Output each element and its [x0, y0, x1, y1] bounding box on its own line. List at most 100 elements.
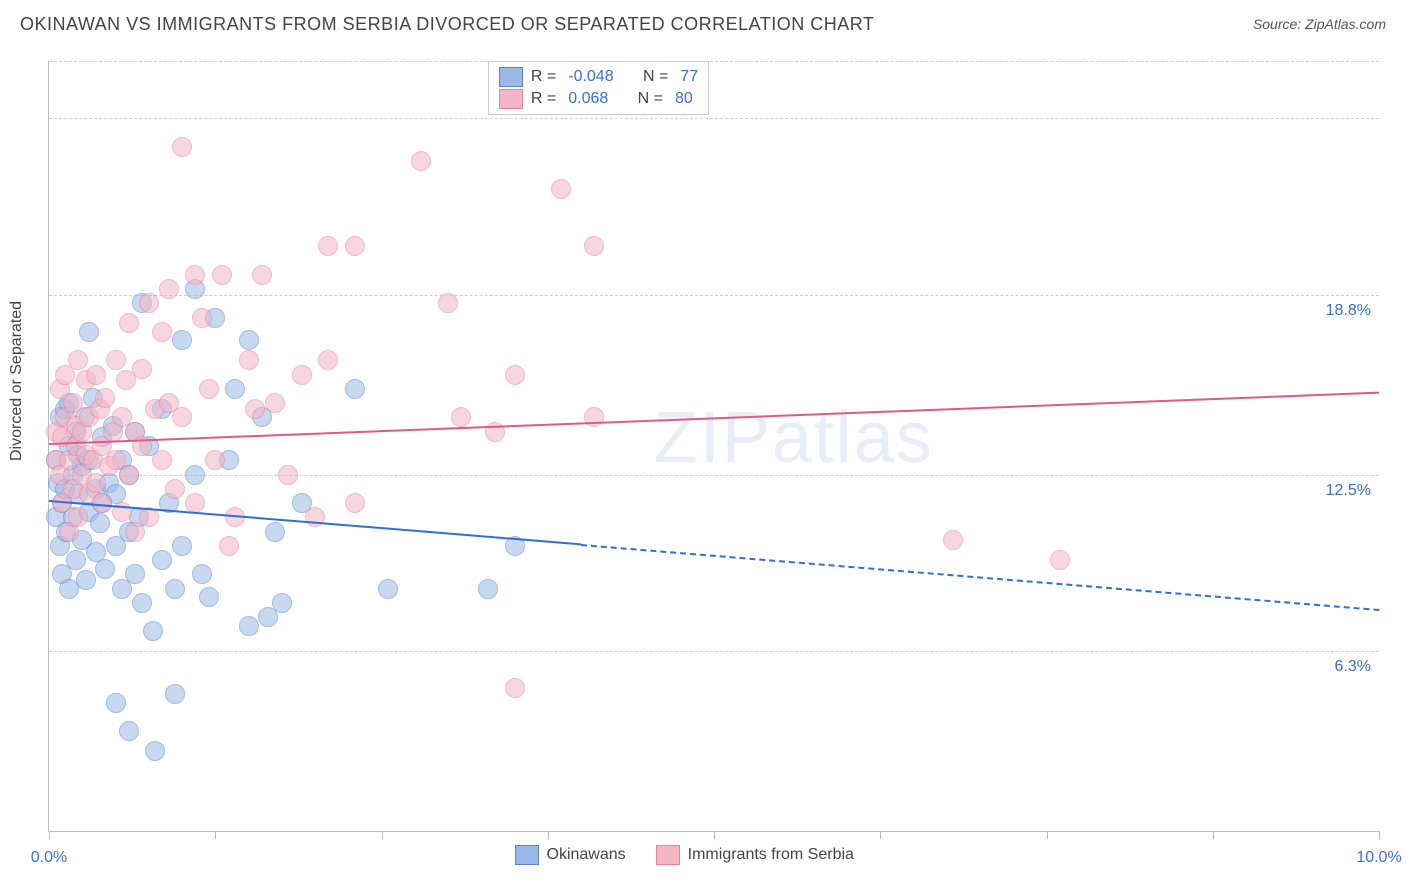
data-point	[239, 350, 259, 370]
data-point	[152, 550, 172, 570]
data-point	[139, 293, 159, 313]
data-point	[119, 313, 139, 333]
data-point	[245, 399, 265, 419]
x-tick	[1213, 831, 1214, 839]
legend-n-label: N =	[643, 68, 668, 86]
data-point	[132, 593, 152, 613]
legend-r-value: 0.068	[568, 90, 608, 108]
legend-r-label: R =	[531, 68, 556, 86]
y-tick-label: 6.3%	[1335, 658, 1371, 676]
data-point	[86, 365, 106, 385]
data-point	[219, 536, 239, 556]
gridline	[49, 651, 1379, 652]
x-tick	[880, 831, 881, 839]
legend-row: R = -0.048 N = 77	[499, 66, 698, 88]
gridline	[49, 61, 1379, 62]
legend-swatch	[656, 845, 680, 865]
legend-swatch	[515, 845, 539, 865]
data-point	[159, 279, 179, 299]
data-point	[79, 322, 99, 342]
data-point	[119, 721, 139, 741]
data-point	[95, 559, 115, 579]
data-point	[345, 379, 365, 399]
data-point	[165, 684, 185, 704]
data-point	[185, 265, 205, 285]
data-point	[278, 465, 298, 485]
data-point	[165, 579, 185, 599]
legend-row: R =0.068 N =80	[499, 88, 698, 110]
legend-n-value: 80	[675, 90, 693, 108]
data-point	[505, 365, 525, 385]
data-point	[411, 151, 431, 171]
data-point	[119, 465, 139, 485]
legend-r-value: -0.048	[568, 68, 613, 86]
data-point	[451, 407, 471, 427]
x-tick	[1047, 831, 1048, 839]
gridline	[49, 118, 1379, 119]
legend-item: Immigrants from Serbia	[656, 845, 854, 865]
legend-swatch	[499, 67, 523, 87]
data-point	[239, 616, 259, 636]
data-point	[143, 621, 163, 641]
data-point	[318, 350, 338, 370]
trend-line	[581, 544, 1379, 611]
data-point	[505, 678, 525, 698]
legend-swatch	[499, 89, 523, 109]
data-point	[272, 593, 292, 613]
chart-title: OKINAWAN VS IMMIGRANTS FROM SERBIA DIVOR…	[20, 14, 874, 35]
chart-area: Divorced or Separated 6.3% 12.5% 18.8% 0.0%…	[0, 41, 1406, 881]
data-point	[205, 450, 225, 470]
correlation-legend: R = -0.048 N = 77 R =0.068 N =80	[488, 61, 709, 115]
data-point	[63, 393, 83, 413]
y-axis-label: Divorced or Separated	[8, 301, 26, 461]
legend-n-value: 77	[680, 68, 698, 86]
data-point	[86, 473, 106, 493]
data-point	[152, 450, 172, 470]
data-point	[106, 693, 126, 713]
data-point	[172, 407, 192, 427]
data-point	[152, 322, 172, 342]
data-point	[68, 350, 88, 370]
x-tick	[215, 831, 216, 839]
x-tick	[382, 831, 383, 839]
data-point	[438, 293, 458, 313]
plot-region: 6.3%12.5%18.8%0.0%10.0%ZIPatlasR =-0.048…	[48, 61, 1379, 832]
data-point	[239, 330, 259, 350]
data-point	[192, 308, 212, 328]
data-point	[106, 350, 126, 370]
data-point	[76, 570, 96, 590]
y-tick-label: 12.5%	[1326, 482, 1371, 500]
x-tick	[1379, 831, 1380, 839]
data-point	[192, 564, 212, 584]
legend-label: Okinawans	[547, 846, 626, 864]
data-point	[132, 359, 152, 379]
data-point	[90, 513, 110, 533]
data-point	[172, 137, 192, 157]
x-tick	[49, 831, 50, 839]
source-label: Source: ZipAtlas.com	[1253, 16, 1386, 34]
data-point	[1050, 550, 1070, 570]
source-value: ZipAtlas.com	[1305, 16, 1386, 32]
data-point	[345, 236, 365, 256]
data-point	[265, 522, 285, 542]
data-point	[68, 507, 88, 527]
gridline	[49, 295, 1379, 296]
data-point	[265, 393, 285, 413]
data-point	[185, 493, 205, 513]
data-point	[225, 379, 245, 399]
data-point	[478, 579, 498, 599]
data-point	[165, 479, 185, 499]
x-tick	[714, 831, 715, 839]
data-point	[172, 330, 192, 350]
legend-label: Immigrants from Serbia	[688, 846, 854, 864]
data-point	[66, 550, 86, 570]
series-legend: Okinawans Immigrants from Serbia	[515, 845, 854, 865]
data-point	[551, 179, 571, 199]
data-point	[318, 236, 338, 256]
y-tick-label: 18.8%	[1326, 302, 1371, 320]
data-point	[292, 365, 312, 385]
source-prefix: Source:	[1253, 16, 1305, 32]
x-tick-label: 0.0%	[31, 849, 67, 867]
data-point	[378, 579, 398, 599]
data-point	[185, 465, 205, 485]
